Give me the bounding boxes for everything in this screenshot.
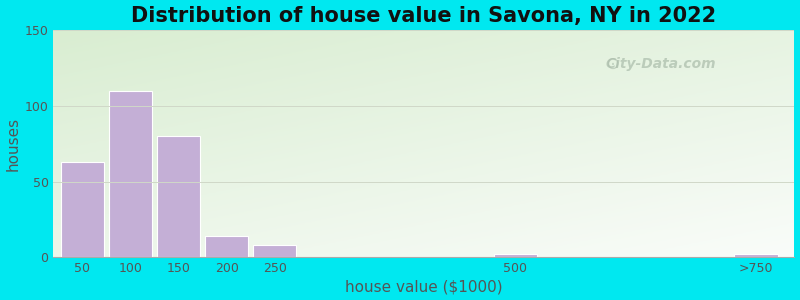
Text: City-Data.com: City-Data.com <box>606 57 716 71</box>
Bar <box>734 254 778 257</box>
Bar <box>109 91 152 257</box>
Bar <box>61 162 104 257</box>
Y-axis label: houses: houses <box>6 117 21 171</box>
Bar <box>494 254 537 257</box>
Text: ⊙: ⊙ <box>606 55 620 73</box>
Bar <box>157 136 200 257</box>
Bar <box>253 245 297 257</box>
Bar <box>205 236 248 257</box>
Title: Distribution of house value in Savona, NY in 2022: Distribution of house value in Savona, N… <box>131 6 717 26</box>
X-axis label: house value ($1000): house value ($1000) <box>345 279 502 294</box>
